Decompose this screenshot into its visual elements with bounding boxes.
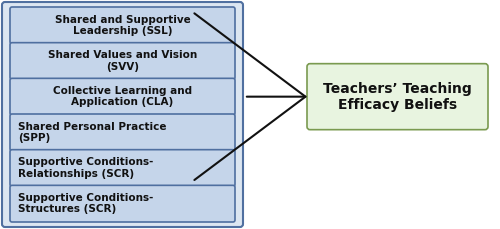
FancyBboxPatch shape bbox=[2, 2, 243, 227]
FancyBboxPatch shape bbox=[307, 64, 488, 130]
Text: Shared Personal Practice
(SPP): Shared Personal Practice (SPP) bbox=[18, 122, 167, 143]
Text: Shared and Supportive
Leadership (SSL): Shared and Supportive Leadership (SSL) bbox=[54, 14, 190, 36]
FancyBboxPatch shape bbox=[10, 185, 235, 222]
FancyBboxPatch shape bbox=[10, 78, 235, 115]
FancyBboxPatch shape bbox=[10, 43, 235, 79]
Text: Shared Values and Vision
(SVV): Shared Values and Vision (SVV) bbox=[48, 50, 197, 72]
Text: Supportive Conditions-
Structures (SCR): Supportive Conditions- Structures (SCR) bbox=[18, 193, 154, 215]
FancyBboxPatch shape bbox=[10, 150, 235, 186]
Text: Collective Learning and
Application (CLA): Collective Learning and Application (CLA… bbox=[53, 86, 192, 107]
FancyBboxPatch shape bbox=[10, 114, 235, 151]
FancyBboxPatch shape bbox=[10, 7, 235, 44]
Text: Teachers’ Teaching
Efficacy Beliefs: Teachers’ Teaching Efficacy Beliefs bbox=[323, 82, 472, 112]
Text: Supportive Conditions-
Relationships (SCR): Supportive Conditions- Relationships (SC… bbox=[18, 157, 154, 179]
